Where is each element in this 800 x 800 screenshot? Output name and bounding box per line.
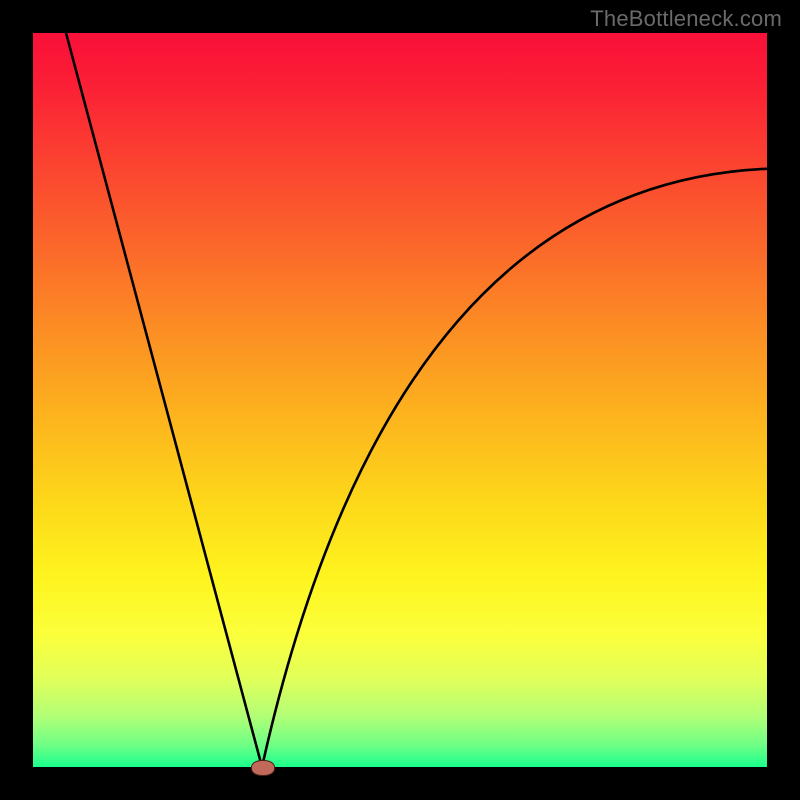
minimum-marker [251,760,275,776]
plot-svg [33,33,767,767]
chart-frame: TheBottleneck.com [0,0,800,800]
plot-area [33,33,767,767]
watermark-text: TheBottleneck.com [590,6,782,32]
